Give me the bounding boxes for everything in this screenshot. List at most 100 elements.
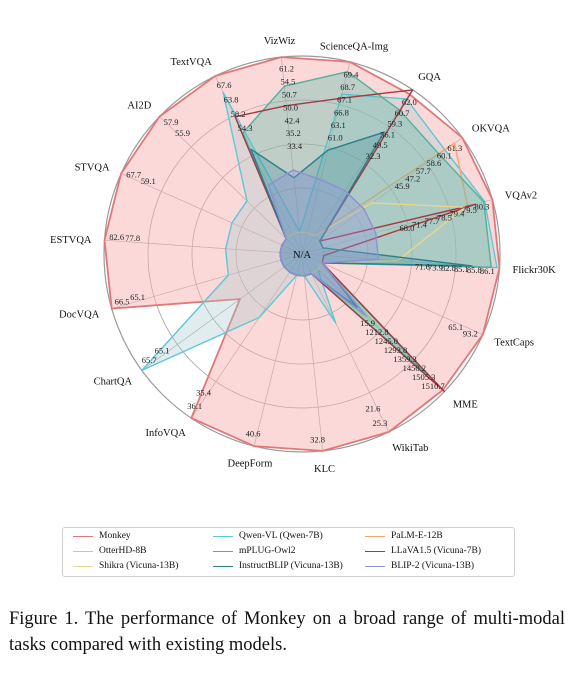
grid-spoke: [253, 253, 303, 447]
grid-spoke: [301, 253, 390, 433]
legend-swatch: [365, 535, 385, 537]
value-label: 80.3: [474, 202, 489, 212]
legend-label: OtterHD-8B: [99, 546, 147, 556]
value-label: 32.8: [310, 434, 325, 444]
value-label: 60.1: [437, 151, 452, 161]
value-label: 79.5: [462, 205, 477, 215]
axis-label-scienceqa-img: ScienceQA-Img: [320, 41, 389, 52]
legend-item: InstructBLIP (Vicuna-13B): [213, 561, 343, 571]
legend-swatch: [213, 565, 233, 567]
value-label: 58.6: [426, 158, 441, 168]
legend-swatch: [73, 565, 93, 567]
value-label: 50.0: [283, 102, 298, 112]
value-label: 54.5: [280, 77, 295, 87]
grid-ring: [147, 99, 457, 409]
value-label: 1293.8: [384, 345, 407, 355]
grid-spoke: [301, 253, 484, 335]
grid-spoke: [301, 137, 463, 255]
axis-label-gqa: GQA: [418, 72, 441, 83]
value-label: 59.3: [387, 119, 402, 129]
value-label: 42.4: [285, 115, 301, 125]
axis-label-infovqa: InfoVQA: [146, 428, 187, 439]
legend-label: LLaVA1.5 (Vicuna-7B): [391, 546, 482, 556]
value-label: 58.2: [231, 109, 246, 119]
value-labels: 69.4 68.7 67.1 66.8 63.1 61.0 62.060.759.356.1…: [109, 64, 494, 445]
axis-label-ai2d: AI2D: [127, 101, 151, 112]
value-label: 77.7: [424, 216, 439, 226]
value-label: 1450.2: [403, 363, 426, 373]
value-label: 66.8: [334, 107, 349, 117]
value-label: 36.1: [187, 401, 202, 411]
value-label: 65.1: [130, 292, 145, 302]
grid-spoke: [141, 253, 303, 371]
legend-swatch: [365, 565, 385, 567]
value-label: 57.7: [416, 166, 431, 176]
grid-spoke: [301, 89, 414, 255]
axis-label-estvqa: ESTVQA: [50, 235, 92, 246]
value-label: 93.2: [463, 328, 478, 338]
value-label: 47.2: [405, 174, 420, 184]
axis-label-klc: KLC: [314, 464, 335, 475]
value-label: 25.3: [372, 418, 387, 428]
legend-item: Shikra (Vicuna-13B): [73, 561, 178, 571]
value-label: 1359.3: [393, 354, 416, 364]
value-label: 68.7: [340, 82, 355, 92]
grid-ring-outer: [103, 55, 501, 453]
value-label: 15.9: [360, 318, 375, 328]
legend-swatch: [213, 535, 233, 537]
legend-item: LLaVA1.5 (Vicuna-7B): [365, 546, 481, 556]
axis-label-mme: MME: [453, 399, 478, 410]
value-label: 77.8: [125, 233, 140, 243]
value-label: 67.6: [217, 80, 232, 90]
value-label: 32.3: [366, 151, 381, 161]
axis-labels: ScienceQA-Img GQA OKVQA VQAv2 Flickr30K TextC…: [50, 36, 556, 475]
grid-spoke: [111, 253, 303, 309]
value-label: 35.4: [196, 388, 212, 398]
value-label: 79.4: [449, 209, 465, 219]
value-label: 67.7: [126, 170, 141, 180]
series-blip-2-vicuna-13b: [267, 169, 380, 317]
legend-item: Monkey: [73, 531, 131, 541]
center-label: N/A: [293, 250, 312, 261]
legend-label: Monkey: [99, 531, 131, 541]
value-label: 65.1: [448, 322, 463, 332]
figure-caption: Figure 1. The performance of Monkey on a…: [9, 609, 565, 655]
axis-label-stvqa: STVQA: [75, 163, 110, 174]
value-label: 82.6: [109, 232, 124, 242]
value-label: 61.0: [328, 133, 343, 143]
grid-spoke: [104, 239, 303, 255]
value-label: 54.3: [238, 123, 253, 133]
value-label: 45.9: [395, 181, 410, 191]
grid-ring: [191, 143, 413, 365]
axis-label-deepform: DeepForm: [228, 459, 273, 470]
legend-label: Shikra (Vicuna-13B): [99, 561, 179, 571]
value-label: 55.9: [175, 128, 190, 138]
value-label: 1245.0: [375, 336, 398, 346]
value-label: 65.1: [155, 346, 170, 356]
value-label: 56.1: [380, 129, 395, 139]
value-label: 85.8: [467, 265, 482, 275]
legend-label: Qwen-VL (Qwen-7B): [239, 531, 323, 541]
value-label: 65.7: [142, 355, 157, 365]
legend: Monkey OtterHD-8B Shikra (Vicuna-13B) Qwen-…: [62, 527, 515, 577]
axis-label-chartqa: ChartQA: [94, 376, 133, 387]
value-label: 62.0: [402, 97, 417, 107]
value-label: 1510.7: [421, 381, 444, 391]
legend-label: PaLM-E-12B: [391, 531, 443, 541]
grid-spoke: [159, 116, 303, 255]
value-label: 1505.3: [412, 372, 435, 382]
axis-label-textvqa: TextVQA: [171, 57, 213, 68]
legend-label: mPLUG-Owl2: [239, 546, 296, 556]
value-label: 66.5: [115, 296, 130, 306]
legend-item: OtterHD-8B: [73, 546, 147, 556]
grid-spoke: [190, 253, 303, 419]
radar-chart: 69.4 68.7 67.1 66.8 63.1 61.0 62.060.759.356.1…: [50, 36, 556, 475]
axis-label-vqav2: VQAv2: [505, 191, 537, 202]
legend-label: InstructBLIP (Vicuna-13B): [239, 561, 343, 571]
value-label: 68.0: [399, 223, 414, 233]
radar-series: [103, 56, 501, 452]
axis-label-flickr30k: Flickr30K: [513, 265, 557, 276]
value-label: 59.1: [141, 176, 156, 186]
grid-spoke: [301, 253, 324, 451]
value-label: 33.4: [287, 141, 303, 151]
